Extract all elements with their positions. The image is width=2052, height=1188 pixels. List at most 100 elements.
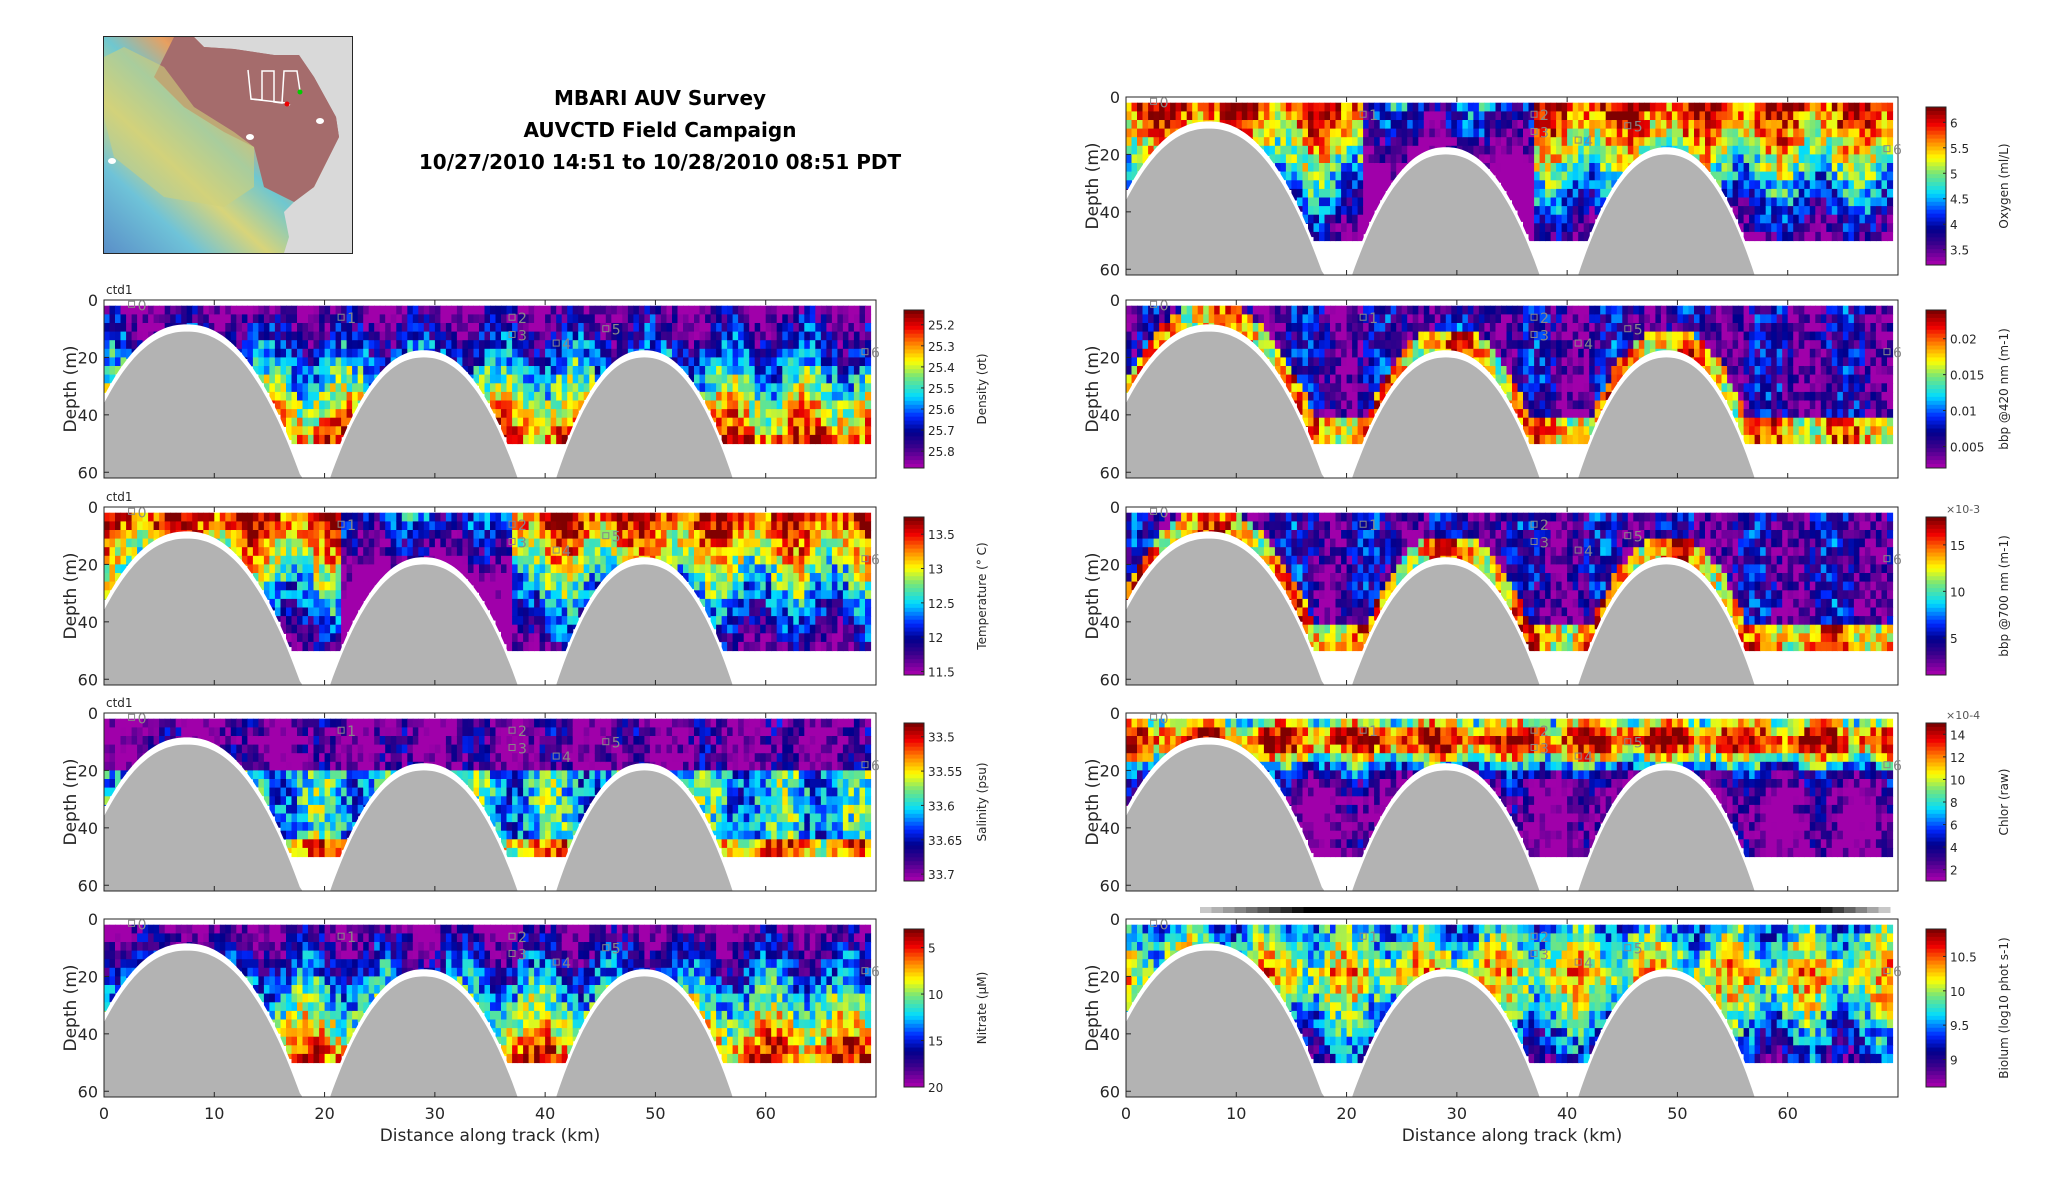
heatmap-cell <box>336 608 342 617</box>
heatmap-cell <box>689 736 695 745</box>
heatmap-cell <box>490 805 496 814</box>
heatmap-cell <box>782 418 788 427</box>
heatmap-cell <box>722 616 728 625</box>
heatmap-cell <box>501 392 507 401</box>
heatmap-cell <box>700 521 706 530</box>
heatmap-cell <box>854 745 860 754</box>
heatmap-cell <box>374 556 380 565</box>
heatmap-cell <box>777 599 783 608</box>
heatmap-cell <box>369 349 375 358</box>
heatmap-cell <box>799 822 805 831</box>
heatmap-cell <box>777 736 783 745</box>
heatmap-cell <box>777 564 783 573</box>
heatmap-cell <box>330 719 336 728</box>
heatmap-cell <box>275 779 281 788</box>
heatmap-cell <box>633 745 639 754</box>
heatmap-cell <box>523 814 529 823</box>
heatmap-cell <box>468 357 474 366</box>
heatmap-cell <box>292 564 298 573</box>
heatmap-cell <box>292 409 298 418</box>
heatmap-cell <box>860 805 866 814</box>
heatmap-cell <box>540 788 546 797</box>
heatmap-cell <box>562 727 568 736</box>
heatmap-cell <box>429 727 435 736</box>
heatmap-cell <box>396 753 402 762</box>
heatmap-cell <box>518 839 524 848</box>
heatmap-cell <box>551 625 557 634</box>
heatmap-cell <box>143 314 149 323</box>
heatmap-cell <box>424 314 430 323</box>
colorbar-tick-label: 33.55 <box>928 765 962 779</box>
heatmap-cell <box>534 770 540 779</box>
heatmap-cell <box>347 616 353 625</box>
heatmap-cell <box>385 719 391 728</box>
heatmap-cell <box>733 392 739 401</box>
heatmap-cell <box>788 608 794 617</box>
station-marker-label: 1 <box>347 518 356 534</box>
heatmap-cell <box>848 513 854 522</box>
heatmap-cell <box>485 719 491 728</box>
heatmap-cell <box>771 375 777 384</box>
heatmap-cell <box>110 736 116 745</box>
heatmap-cell <box>474 556 480 565</box>
heatmap-cell <box>132 727 138 736</box>
heatmap-cell <box>848 366 854 375</box>
heatmap-cell <box>303 556 309 565</box>
heatmap-cell <box>369 323 375 332</box>
colorbar-swatch <box>904 845 924 849</box>
heatmap-cell <box>275 573 281 582</box>
heatmap-cell <box>799 814 805 823</box>
heatmap-cell <box>347 375 353 384</box>
heatmap-cell <box>567 564 573 573</box>
heatmap-cell <box>573 366 579 375</box>
heatmap-cell <box>589 306 595 315</box>
heatmap-cell <box>435 521 441 530</box>
heatmap-cell <box>711 582 717 591</box>
heatmap-cell <box>744 349 750 358</box>
heatmap-cell <box>589 375 595 384</box>
heatmap-cell <box>440 306 446 315</box>
heatmap-cell <box>799 513 805 522</box>
heatmap-cell <box>733 547 739 556</box>
heatmap-cell <box>733 375 739 384</box>
heatmap-cell <box>793 392 799 401</box>
heatmap-cell <box>540 547 546 556</box>
heatmap-cell <box>429 719 435 728</box>
heatmap-cell <box>799 805 805 814</box>
heatmap-cell <box>860 779 866 788</box>
heatmap-cell <box>611 349 617 358</box>
y-axis-label: Depth (m) <box>61 345 81 432</box>
heatmap-cell <box>325 539 331 548</box>
heatmap-cell <box>782 547 788 556</box>
heatmap-cell <box>132 745 138 754</box>
colorbar-tick-label: 33.5 <box>928 731 955 745</box>
heatmap-cell <box>777 366 783 375</box>
heatmap-cell <box>837 848 843 857</box>
heatmap-cell <box>760 762 766 771</box>
heatmap-cell <box>512 349 518 358</box>
heatmap-cell <box>170 925 176 934</box>
heatmap-cell <box>771 564 777 573</box>
heatmap-cell <box>556 796 562 805</box>
heatmap-cell <box>325 590 331 599</box>
heatmap-cell <box>832 314 838 323</box>
heatmap-cell <box>826 736 832 745</box>
heatmap-cell <box>694 719 700 728</box>
heatmap-cell <box>501 366 507 375</box>
panel-left-2: 0204060Depth (m)ctd101 2345613.51312.5121… <box>61 490 989 689</box>
heatmap-cell <box>749 366 755 375</box>
heatmap-cell <box>655 332 661 341</box>
heatmap-cell <box>810 736 816 745</box>
heatmap-cell <box>132 521 138 530</box>
heatmap-cell <box>738 366 744 375</box>
heatmap-cell <box>292 314 298 323</box>
heatmap-cell <box>843 839 849 848</box>
heatmap-cell <box>777 839 783 848</box>
heatmap-cell <box>711 392 717 401</box>
heatmap-cell <box>297 357 303 366</box>
heatmap-cell <box>832 366 838 375</box>
colorbar-swatch <box>904 338 924 342</box>
heatmap-cell <box>771 323 777 332</box>
heatmap-cell <box>655 753 661 762</box>
heatmap-cell <box>628 314 634 323</box>
